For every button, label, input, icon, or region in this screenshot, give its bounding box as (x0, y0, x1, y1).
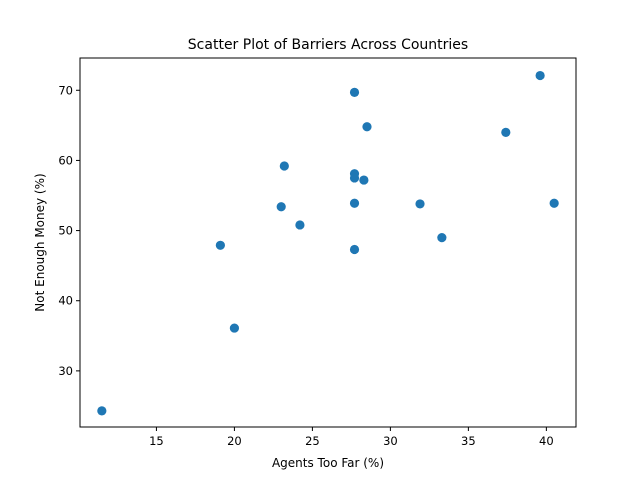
scatter-point-0 (97, 406, 107, 416)
scatter-point-8 (349, 173, 360, 183)
ticks-layer: 15 20 25 30 35 40 30 40 50 60 70 (58, 83, 553, 448)
scatter-point-13 (415, 199, 425, 209)
scatter-point-12 (362, 122, 372, 132)
scatter-point-11 (359, 175, 369, 185)
scatter-point-14 (437, 232, 447, 243)
x-tick-label-30: 30 (383, 434, 398, 448)
scatter-point-6 (349, 87, 360, 97)
y-tick-label-50: 50 (58, 224, 73, 238)
scatter-point-15 (501, 127, 511, 137)
points-layer (97, 70, 559, 416)
x-tick-label-35: 35 (461, 434, 476, 448)
scatter-point-10 (349, 244, 360, 255)
x-tick-label-25: 25 (305, 434, 320, 448)
chart-title: Scatter Plot of Barriers Across Countrie… (188, 37, 468, 53)
y-axis-label: Not Enough Money (%) (33, 173, 47, 311)
plot-frame (79, 57, 577, 428)
scatter-point-17 (549, 198, 559, 208)
scatter-point-3 (276, 202, 286, 212)
scatter-point-1 (215, 240, 225, 250)
y-tick-label-30: 30 (58, 364, 73, 378)
y-tick-label-70: 70 (58, 83, 73, 97)
scatter-point-2 (229, 323, 240, 333)
scatter-point-16 (535, 70, 545, 81)
x-tick-label-20: 20 (227, 434, 242, 448)
scatter-point-5 (295, 220, 305, 230)
scatter-point-4 (279, 161, 289, 171)
y-tick-label-40: 40 (58, 294, 73, 308)
y-tick-label-60: 60 (58, 153, 73, 167)
scatter-point-9 (349, 198, 360, 208)
x-tick-label-15: 15 (149, 434, 164, 448)
x-axis-label: Agents Too Far (%) (272, 456, 384, 470)
x-tick-label-40: 40 (539, 434, 554, 448)
